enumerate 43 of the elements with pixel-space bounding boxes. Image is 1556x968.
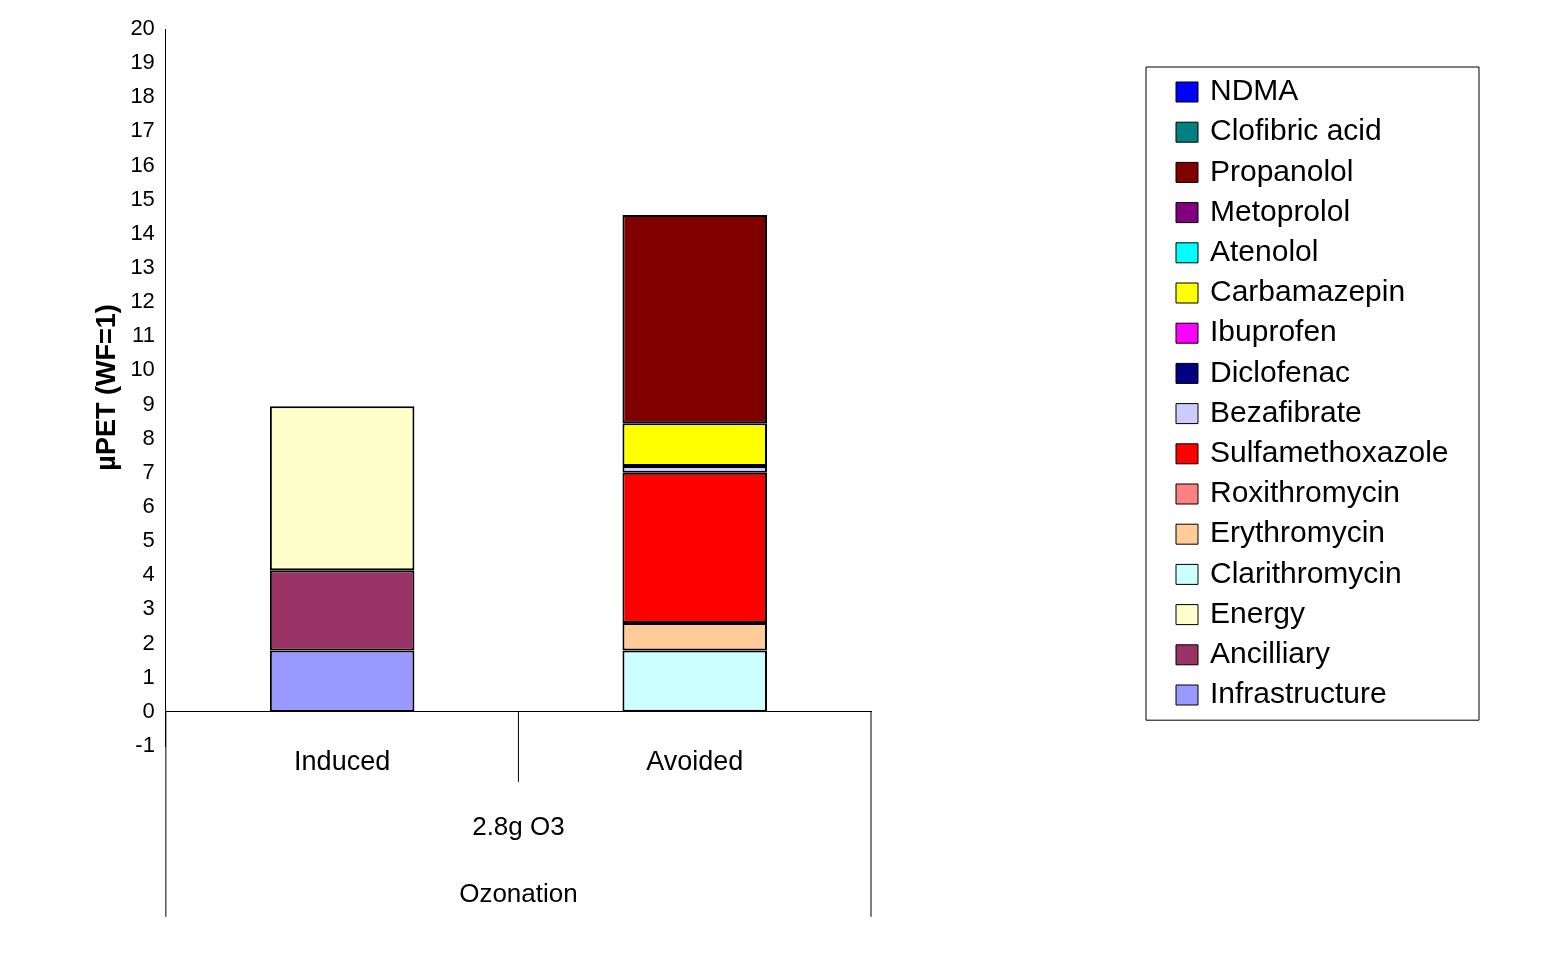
y-tick-label: 14 (130, 219, 155, 245)
y-tick-label: 15 (130, 185, 155, 211)
y-tick-label: 5 (142, 527, 155, 553)
y-tick-label: 1 (142, 663, 155, 689)
x-tick-label: Induced (294, 745, 391, 776)
y-tick-label: 12 (130, 288, 155, 314)
legend-label: NDMA (1210, 73, 1299, 107)
y-tick-label: 10 (130, 356, 155, 382)
legend-label: Atenolol (1210, 234, 1319, 268)
legend-label: Metoprolol (1210, 193, 1351, 227)
y-tick-label: 3 (142, 595, 155, 621)
y-tick-label: 11 (132, 322, 155, 348)
y-tick-label: 16 (130, 151, 155, 177)
y-tick-label: -1 (135, 732, 155, 758)
legend-label: Sulfamethoxazole (1210, 435, 1449, 469)
y-tick-label: 17 (130, 117, 155, 143)
legend-label: Infrastructure (1210, 676, 1387, 710)
y-tick-label: 18 (130, 83, 155, 109)
y-tick-label: 19 (130, 49, 155, 75)
legend-label: Propanolol (1210, 153, 1354, 187)
y-tick-label: 2 (142, 629, 155, 655)
legend-label: Ancilliary (1210, 636, 1331, 670)
x-tick-label: Avoided (646, 745, 744, 776)
legend-label: Carbamazepin (1210, 274, 1406, 308)
y-tick-label: 7 (142, 458, 155, 484)
y-tick-label: 9 (142, 390, 155, 416)
legend-label: Erythromycin (1210, 515, 1386, 549)
y-axis-title: µPET (WF=1) (90, 304, 121, 471)
legend-label: Clarithromycin (1210, 555, 1402, 589)
y-tick-label: 8 (142, 424, 155, 450)
legend-label: Diclofenac (1210, 354, 1351, 388)
legend-label: Roxithromycin (1210, 475, 1401, 509)
legend-label: Clofibric acid (1210, 113, 1382, 147)
y-tick-label: 4 (142, 561, 155, 587)
legend-label: Bezafibrate (1210, 394, 1362, 428)
y-tick-label: 6 (142, 493, 155, 519)
y-tick-label: 0 (142, 697, 155, 723)
legend-label: Ibuprofen (1210, 314, 1337, 348)
y-tick-label: 20 (130, 15, 155, 41)
text: 2.8g O3 (472, 811, 565, 842)
legend-label: Energy (1210, 595, 1306, 629)
text: Ozonation (459, 878, 578, 909)
y-tick-label: 13 (130, 254, 155, 280)
